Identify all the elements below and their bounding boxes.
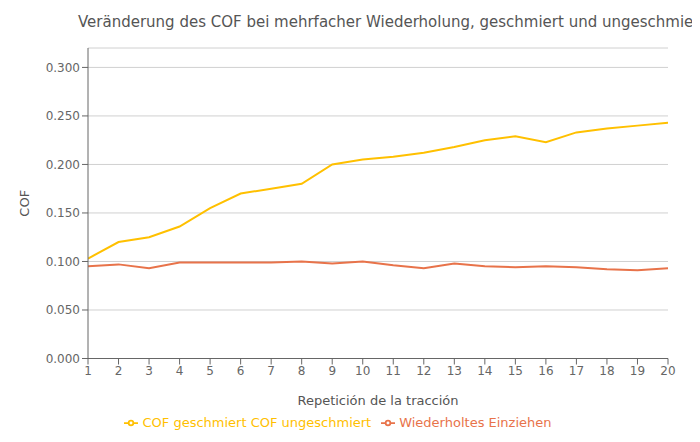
svg-text:0.050: 0.050 (46, 303, 80, 317)
svg-text:Repetición de la tracción: Repetición de la tracción (297, 393, 458, 408)
svg-text:1: 1 (84, 364, 92, 378)
svg-text:3: 3 (145, 364, 153, 378)
svg-text:18: 18 (599, 364, 614, 378)
html-text:Wiederholtes Einziehen: Wiederholtes Einziehen (399, 414, 552, 430)
svg-text:4: 4 (176, 364, 184, 378)
svg-text:10: 10 (355, 364, 370, 378)
html-text:COF geschmiert COF ungeschmier: COF geschmiert COF ungeschmiert (142, 414, 372, 430)
svg-text:8: 8 (298, 364, 306, 378)
svg-text:9: 9 (328, 364, 336, 378)
svg-text:0.100: 0.100 (46, 255, 80, 269)
svg-text:15: 15 (508, 364, 523, 378)
svg-text:0.300: 0.300 (46, 61, 80, 75)
svg-text:0.250: 0.250 (46, 109, 80, 123)
svg-text:14: 14 (477, 364, 492, 378)
svg-text:0.200: 0.200 (46, 158, 80, 172)
svg-text:7: 7 (267, 364, 275, 378)
svg-text:17: 17 (569, 364, 584, 378)
svg-text:6: 6 (237, 364, 245, 378)
svg-text:20: 20 (660, 364, 675, 378)
svg-text:COF: COF (17, 190, 32, 217)
svg-text:11: 11 (386, 364, 401, 378)
svg-text:13: 13 (447, 364, 462, 378)
svg-text:12: 12 (416, 364, 431, 378)
svg-text:0.150: 0.150 (46, 206, 80, 220)
svg-text:16: 16 (538, 364, 553, 378)
svg-text:2: 2 (115, 364, 123, 378)
svg-text:0.000: 0.000 (46, 352, 80, 366)
svg-text:19: 19 (630, 364, 645, 378)
svg-text:5: 5 (206, 364, 214, 378)
